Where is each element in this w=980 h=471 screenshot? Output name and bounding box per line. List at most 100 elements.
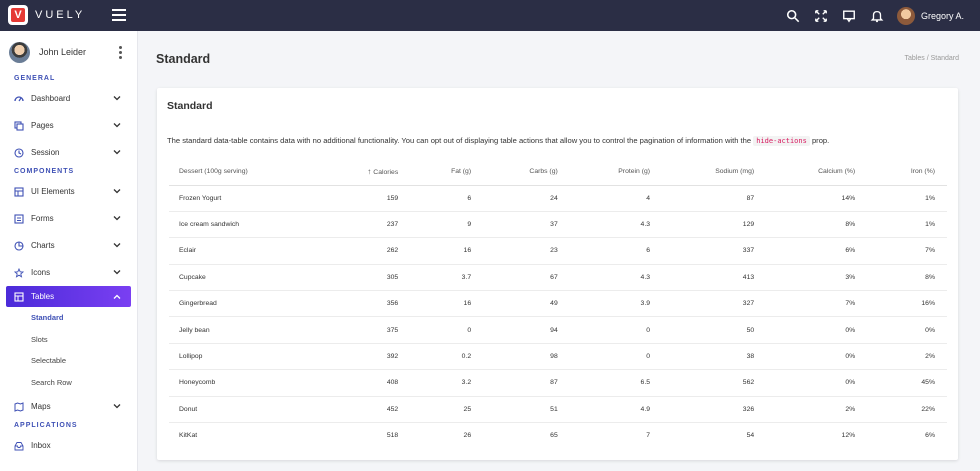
sidebar-item-label: Maps bbox=[31, 402, 51, 411]
table-row: Ice cream sandwich 237 9 37 4.3 129 8% 1% bbox=[169, 211, 947, 239]
column-header-carbs[interactable]: Carbs (g) bbox=[483, 158, 570, 186]
sidebar-item-pages[interactable]: Pages bbox=[0, 112, 137, 139]
cell-sodium: 413 bbox=[662, 264, 767, 292]
notification-icon[interactable] bbox=[863, 0, 891, 31]
column-header-fat[interactable]: Fat (g) bbox=[410, 158, 484, 186]
cell-dessert: Ice cream sandwich bbox=[169, 211, 320, 239]
description-text: The standard data-table contains data wi… bbox=[167, 136, 752, 145]
column-header-dessert[interactable]: Dessert (100g serving) bbox=[169, 158, 320, 186]
cell-protein: 0 bbox=[569, 343, 662, 371]
table-row: Jelly bean 375 0 94 0 50 0% 0% bbox=[169, 316, 947, 344]
star-icon bbox=[14, 267, 24, 278]
cell-calcium: 7% bbox=[766, 290, 868, 318]
cell-carbs: 65 bbox=[550, 432, 558, 440]
cell-sodium: 87 bbox=[662, 185, 767, 212]
cell-dessert: Jelly bean bbox=[169, 316, 320, 344]
sidebar-subitem-slots[interactable]: Slots bbox=[31, 334, 48, 344]
cell-calories: 408 bbox=[319, 369, 411, 397]
sidebar-item-tables[interactable]: Tables bbox=[6, 286, 131, 307]
code-snippet: hide-actions bbox=[753, 136, 810, 146]
cell-calories: 237 bbox=[319, 211, 411, 239]
ui-elements-icon bbox=[14, 186, 24, 197]
cell-sodium: 129 bbox=[662, 211, 767, 239]
chat-icon[interactable] bbox=[835, 0, 863, 31]
inbox-icon bbox=[14, 441, 24, 451]
app-logo[interactable]: V bbox=[8, 5, 28, 25]
chevron-up-icon bbox=[113, 294, 121, 299]
top-actions: Gregory A. bbox=[779, 0, 980, 31]
cell-calories: 262 bbox=[319, 237, 411, 265]
table-row: Cupcake 305 3.7 67 4.3 413 3% 8% bbox=[169, 264, 947, 292]
cell-fat: 0.2 bbox=[410, 343, 484, 371]
sidebar-item-dashboard[interactable]: Dashboard bbox=[0, 85, 137, 112]
profile-name: John Leider bbox=[39, 47, 87, 57]
search-icon[interactable] bbox=[779, 0, 807, 31]
cell-protein: 7 bbox=[646, 432, 650, 440]
cell-carbs: 94 bbox=[483, 316, 570, 344]
cell-carbs: 49 bbox=[483, 290, 570, 318]
sidebar-subitem-standard[interactable]: Standard bbox=[31, 313, 64, 322]
sidebar-item-forms[interactable]: Forms bbox=[0, 205, 137, 232]
sidebar-item-icons[interactable]: Icons bbox=[0, 259, 137, 286]
cell-protein: 4.9 bbox=[569, 396, 662, 424]
cell-protein: 4 bbox=[569, 185, 662, 212]
column-header-iron[interactable]: Iron (%) bbox=[867, 158, 947, 186]
column-header-sodium[interactable]: Sodium (mg) bbox=[662, 158, 767, 186]
cell-protein: 6 bbox=[569, 237, 662, 265]
standard-table-card: Standard The standard data-table contain… bbox=[157, 88, 958, 460]
cell-fat: 25 bbox=[410, 396, 484, 424]
sidebar-item-maps[interactable]: Maps bbox=[0, 393, 137, 420]
logo-letter: V bbox=[11, 8, 25, 22]
cell-iron: 6% bbox=[925, 432, 935, 440]
sidebar-item-label: Forms bbox=[31, 214, 54, 223]
cell-iron: 45% bbox=[867, 369, 947, 397]
table-row: Lollipop 392 0.2 98 0 38 0% 2% bbox=[169, 343, 947, 371]
sidebar-item-charts[interactable]: Charts bbox=[0, 232, 137, 259]
sidebar-item-session[interactable]: Session bbox=[0, 139, 137, 166]
table-icon bbox=[14, 291, 24, 302]
data-table: Dessert (100g serving) ↑ Calories Fat (g)… bbox=[169, 158, 947, 449]
card-description: The standard data-table contains data wi… bbox=[167, 136, 829, 146]
sidebar-subitem-selectable[interactable]: Selectable bbox=[31, 356, 67, 365]
cell-dessert: Gingerbread bbox=[169, 290, 320, 318]
cell-calcium: 14% bbox=[766, 185, 868, 212]
column-header-protein[interactable]: Protein (g) bbox=[569, 158, 662, 186]
fullscreen-icon[interactable] bbox=[807, 0, 835, 31]
cell-carbs: 51 bbox=[483, 396, 570, 424]
cell-carbs: 98 bbox=[483, 343, 570, 371]
sidebar-item-ui-elements[interactable]: UI Elements bbox=[0, 178, 137, 205]
sidebar: John Leider GENERAL Dashboard Pages Sess… bbox=[0, 31, 138, 471]
cell-fat: 16 bbox=[410, 290, 484, 318]
username: Gregory A. bbox=[920, 10, 964, 21]
sidebar-item-label: Pages bbox=[31, 121, 54, 130]
cell-calcium: 8% bbox=[766, 211, 868, 239]
column-header-calories[interactable]: ↑ Calories bbox=[319, 158, 411, 186]
cell-iron: 22% bbox=[867, 396, 947, 424]
column-header-calcium[interactable]: Calcium (%) bbox=[766, 158, 868, 186]
cell-fat: 3.2 bbox=[410, 369, 484, 397]
cell-calories: 392 bbox=[319, 343, 411, 371]
cell-fat: 16 bbox=[410, 237, 484, 265]
column-header-label: Calories bbox=[373, 168, 399, 176]
table-row: Frozen Yogurt 159 6 24 4 87 14% 1% bbox=[169, 185, 947, 212]
cell-calories: 452 bbox=[319, 396, 411, 424]
cell-iron: 7% bbox=[867, 237, 947, 265]
cell-sodium: 562 bbox=[662, 369, 767, 397]
table-row: KitKat 518 26 65 7 54 12% 6% bbox=[169, 423, 947, 449]
cell-dessert: Donut bbox=[169, 396, 320, 424]
menu-toggle-icon[interactable] bbox=[112, 9, 126, 21]
sidebar-item-inbox[interactable]: Inbox bbox=[0, 432, 137, 459]
cell-dessert: KitKat bbox=[179, 432, 198, 440]
sidebar-item-label: Icons bbox=[31, 268, 51, 277]
user-menu[interactable]: Gregory A. bbox=[891, 0, 980, 31]
cell-calcium: 12% bbox=[841, 432, 856, 440]
cell-dessert: Lollipop bbox=[169, 343, 320, 371]
sidebar-profile: John Leider bbox=[0, 31, 137, 73]
section-components: COMPONENTS bbox=[14, 168, 75, 175]
pages-icon bbox=[14, 120, 24, 131]
cell-carbs: 67 bbox=[483, 264, 570, 292]
cell-calcium: 3% bbox=[766, 264, 868, 292]
more-vert-icon[interactable] bbox=[119, 46, 122, 61]
chevron-down-icon bbox=[113, 404, 121, 409]
sidebar-subitem-search-row[interactable]: Search Row bbox=[31, 377, 72, 387]
